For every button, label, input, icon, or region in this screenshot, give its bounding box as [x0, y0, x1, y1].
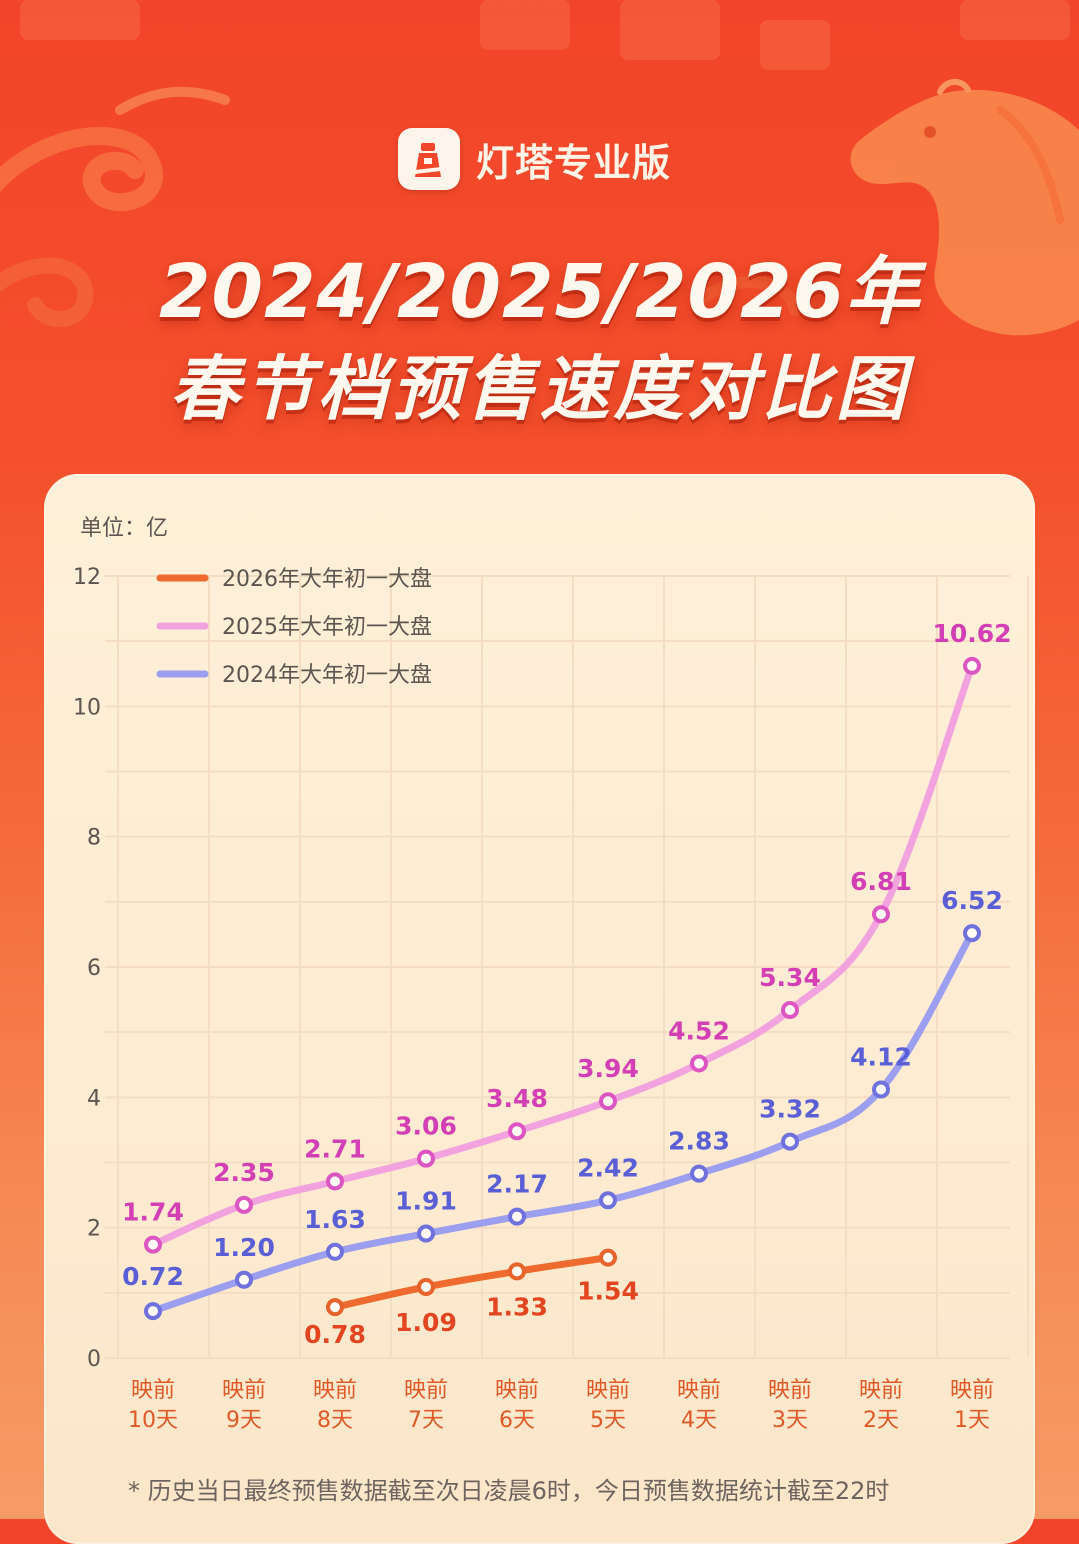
data-point [417, 1149, 435, 1168]
data-label: 0.78 [304, 1320, 366, 1349]
y-tick-label: 6 [87, 956, 101, 981]
y-tick-label: 10 [73, 695, 101, 720]
data-label: 1.74 [122, 1198, 184, 1227]
data-label: 1.54 [577, 1277, 639, 1306]
legend-label: 2026年大年初一大盘 [222, 567, 432, 592]
data-label: 0.72 [122, 1262, 184, 1291]
x-tick-label-line2: 6天 [499, 1408, 535, 1433]
x-tick-label-line1: 映前 [677, 1378, 721, 1403]
data-point [144, 1302, 162, 1321]
data-point [599, 1191, 617, 1210]
data-label: 3.32 [759, 1095, 821, 1124]
data-point [508, 1122, 526, 1141]
data-label: 4.52 [668, 1016, 730, 1045]
data-point [417, 1277, 435, 1296]
data-point [963, 656, 981, 675]
x-tick-label-line1: 映前 [586, 1378, 630, 1403]
unit-label: 单位：亿 [80, 516, 168, 541]
data-label: 6.81 [850, 867, 912, 896]
data-point [781, 1132, 799, 1151]
data-label: 3.94 [577, 1054, 639, 1083]
brand: 灯塔专业版 [398, 128, 671, 190]
data-label: 2.71 [304, 1134, 366, 1163]
page-title-years: 2024/2025/2026年 [159, 249, 920, 335]
data-point [235, 1195, 253, 1214]
x-tick-label-line2: 4天 [681, 1408, 717, 1433]
x-tick-label-line1: 映前 [131, 1378, 175, 1403]
data-point [235, 1270, 253, 1289]
data-label: 2.83 [668, 1127, 730, 1156]
lighthouse-logo-icon [398, 128, 460, 190]
data-label: 2.42 [577, 1153, 639, 1182]
data-point [326, 1172, 344, 1191]
data-point [781, 1001, 799, 1020]
data-point [508, 1262, 526, 1281]
data-point [144, 1235, 162, 1254]
cloud-swirl-right [694, 275, 801, 316]
data-point [690, 1164, 708, 1183]
y-tick-label: 0 [87, 1347, 101, 1372]
y-tick-label: 4 [87, 1086, 101, 1111]
x-tick-label-line2: 9天 [226, 1408, 262, 1433]
data-point [326, 1298, 344, 1317]
data-label: 1.09 [395, 1308, 457, 1337]
x-tick-label-line1: 映前 [495, 1378, 539, 1403]
data-point [690, 1054, 708, 1073]
x-tick-label-line1: 映前 [404, 1378, 448, 1403]
data-label: 2.17 [486, 1170, 548, 1199]
data-label: 1.91 [395, 1187, 457, 1216]
data-label: 2.35 [213, 1158, 275, 1187]
x-tick-label-line1: 映前 [313, 1378, 357, 1403]
x-tick-label-line2: 8天 [317, 1408, 353, 1433]
data-label: 6.52 [941, 886, 1003, 915]
cloud-swirl-left [0, 127, 163, 212]
x-tick-label-line2: 1天 [954, 1408, 990, 1433]
x-tick-label-line2: 2天 [863, 1408, 899, 1433]
cloud-swirl-left-low [0, 257, 94, 328]
footnote: * 历史当日最终预售数据截至次日凌晨6时，今日预售数据统计截至22时 [128, 1477, 890, 1505]
x-tick-label-line1: 映前 [950, 1378, 994, 1403]
data-label: 1.20 [213, 1233, 275, 1262]
data-point [599, 1248, 617, 1267]
series-line-s2025 [149, 662, 976, 1249]
series-line-s2026 [331, 1254, 612, 1311]
data-label: 10.62 [932, 619, 1011, 648]
data-label: 3.06 [395, 1112, 457, 1141]
data-point [599, 1092, 617, 1111]
x-tick-label-line1: 映前 [222, 1378, 266, 1403]
x-tick-label-line2: 7天 [408, 1408, 444, 1433]
y-tick-label: 8 [87, 826, 101, 851]
x-tick-label-line2: 3天 [772, 1408, 808, 1433]
x-tick-label-line1: 映前 [859, 1378, 903, 1403]
data-label: 5.34 [759, 963, 821, 992]
legend-label: 2025年大年初一大盘 [222, 615, 432, 640]
x-tick-label-line2: 10天 [128, 1408, 178, 1433]
data-point [417, 1224, 435, 1243]
data-label: 4.12 [850, 1043, 912, 1072]
x-tick-label-line1: 映前 [768, 1378, 812, 1403]
data-point [508, 1207, 526, 1226]
data-label: 1.63 [304, 1205, 366, 1234]
horse-icon [850, 79, 1079, 336]
data-point [963, 924, 981, 943]
y-tick-label: 12 [73, 565, 101, 590]
data-label: 1.33 [486, 1292, 548, 1321]
cloud-swirl-top [115, 86, 230, 115]
data-label: 3.48 [486, 1084, 548, 1113]
legend-label: 2024年大年初一大盘 [222, 663, 432, 688]
faint-glyph-band [20, 0, 1070, 70]
x-tick-label-line2: 5天 [590, 1408, 626, 1433]
background-decoration [0, 0, 1079, 336]
series-line-s2024 [149, 929, 976, 1315]
data-point [872, 1080, 890, 1099]
y-tick-label: 2 [87, 1217, 101, 1242]
data-point [326, 1242, 344, 1261]
page-title-subject: 春节档预售速度对比图 [169, 348, 910, 430]
brand-name: 灯塔专业版 [476, 140, 672, 185]
data-point [872, 905, 890, 924]
